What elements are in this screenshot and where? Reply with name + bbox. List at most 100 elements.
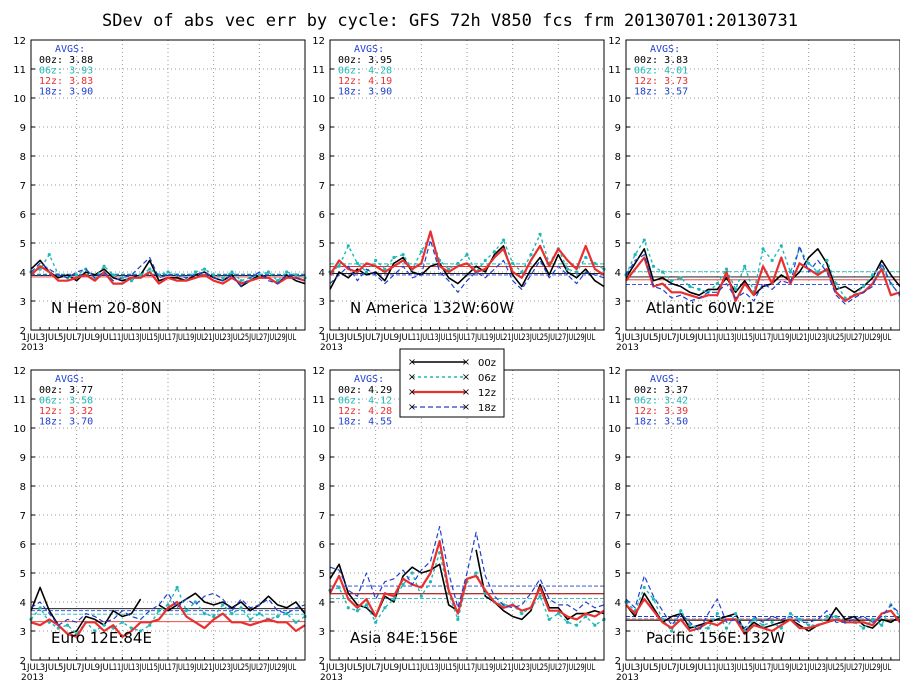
data-point — [715, 612, 719, 616]
y-tick-label: 9 — [20, 123, 26, 134]
region-label: Pacific 156E:132W — [646, 629, 785, 647]
y-tick-label: 12 — [608, 36, 621, 47]
x-tick-label: 25JUL — [241, 663, 260, 673]
data-point — [419, 250, 423, 254]
legend-marker: × — [462, 357, 470, 368]
x-tick-label: 9JUL — [95, 663, 114, 673]
x-tick-label: 3JUL — [635, 663, 654, 673]
x-tick-label: 15JUL — [744, 333, 763, 343]
data-point — [861, 284, 866, 289]
x-tick-label: 29JUL — [872, 333, 891, 343]
data-point — [239, 606, 243, 610]
y-tick-label: 11 — [13, 65, 26, 76]
x-tick-label: 11JUL — [708, 333, 727, 343]
legend-marker: × — [408, 372, 416, 383]
data-point — [148, 267, 152, 271]
data-point — [724, 267, 729, 271]
data-point — [788, 270, 793, 274]
data-point — [75, 273, 79, 277]
data-point — [456, 617, 460, 622]
avgs-heading: AVGS: — [650, 44, 680, 55]
avg-value-12z: 12z: 4.19 — [338, 76, 392, 87]
legend-marker: × — [408, 357, 416, 368]
y-tick-label: 2 — [615, 326, 621, 337]
series-line — [329, 239, 605, 293]
x-tick-label: 21JUL — [799, 333, 818, 343]
y-tick-label: 12 — [312, 36, 325, 47]
x-tick-label: 1JUL — [617, 663, 636, 673]
data-point — [734, 612, 738, 616]
x-tick-label: 5JUL — [58, 333, 77, 343]
data-point — [565, 620, 570, 624]
y-tick-label: 4 — [615, 268, 621, 279]
data-point — [447, 267, 451, 271]
data-point — [346, 606, 350, 610]
y-tick-label: 4 — [20, 268, 26, 279]
x-tick-label: 17JUL — [168, 333, 187, 343]
data-point — [688, 623, 692, 627]
y-tick-label: 3 — [615, 297, 621, 308]
data-point — [428, 580, 433, 584]
year-label: 2013 — [21, 673, 44, 683]
series-line — [329, 563, 459, 618]
y-tick-label: 7 — [20, 511, 26, 522]
data-point — [651, 264, 656, 268]
data-point — [184, 609, 188, 613]
avg-value-06z: 06z: 3.58 — [39, 396, 93, 407]
data-point — [193, 600, 197, 604]
y-tick-label: 11 — [13, 395, 26, 406]
x-tick-label: 1JUL — [321, 333, 340, 343]
data-point — [419, 594, 423, 598]
data-point — [734, 287, 738, 291]
data-point — [779, 244, 783, 248]
y-tick-label: 3 — [20, 297, 26, 308]
x-tick-label: 19JUL — [781, 663, 800, 673]
data-point — [483, 258, 487, 262]
x-tick-label: 13JUL — [430, 663, 449, 673]
data-point — [715, 282, 719, 286]
x-tick-label: 17JUL — [168, 663, 187, 673]
x-tick-label: 27JUL — [259, 333, 278, 343]
data-point — [175, 585, 179, 590]
x-tick-label: 11JUL — [708, 663, 727, 673]
series-line — [329, 539, 605, 621]
data-point — [761, 247, 765, 251]
data-point — [575, 623, 579, 627]
data-point — [139, 273, 143, 277]
y-tick-label: 10 — [608, 94, 621, 105]
region-label: Atlantic 60W:12E — [646, 299, 774, 317]
data-point — [779, 626, 783, 630]
data-point — [139, 629, 143, 633]
x-tick-label: 15JUL — [149, 333, 168, 343]
data-point — [825, 258, 829, 262]
y-tick-label: 3 — [319, 627, 325, 638]
y-tick-label: 5 — [20, 569, 26, 580]
avg-value-18z: 18z: 3.50 — [634, 417, 688, 428]
plot-frame — [30, 369, 306, 661]
avg-value-18z: 18z: 3.70 — [39, 417, 93, 428]
data-point — [383, 267, 387, 271]
avg-value-06z: 06z: 3.42 — [634, 396, 688, 407]
data-point — [392, 597, 396, 601]
data-point — [584, 614, 588, 619]
data-point — [706, 626, 710, 630]
x-tick-label: 13JUL — [430, 333, 449, 343]
data-point — [642, 238, 646, 242]
y-tick-label: 8 — [319, 152, 325, 163]
data-point — [374, 258, 378, 262]
y-tick-label: 11 — [312, 65, 325, 76]
data-point — [120, 620, 124, 624]
y-tick-label: 2 — [20, 656, 26, 667]
data-point — [202, 267, 207, 271]
avg-value-18z: 18z: 3.57 — [634, 87, 688, 98]
x-tick-label: 29JUL — [576, 663, 595, 673]
y-tick-label: 9 — [319, 123, 325, 134]
y-tick-label: 5 — [615, 239, 621, 250]
data-point — [202, 612, 207, 616]
data-point — [212, 614, 216, 619]
series-line — [329, 245, 605, 290]
data-point — [285, 270, 289, 274]
y-tick-label: 8 — [20, 482, 26, 493]
avg-value-12z: 12z: 3.39 — [634, 406, 688, 417]
